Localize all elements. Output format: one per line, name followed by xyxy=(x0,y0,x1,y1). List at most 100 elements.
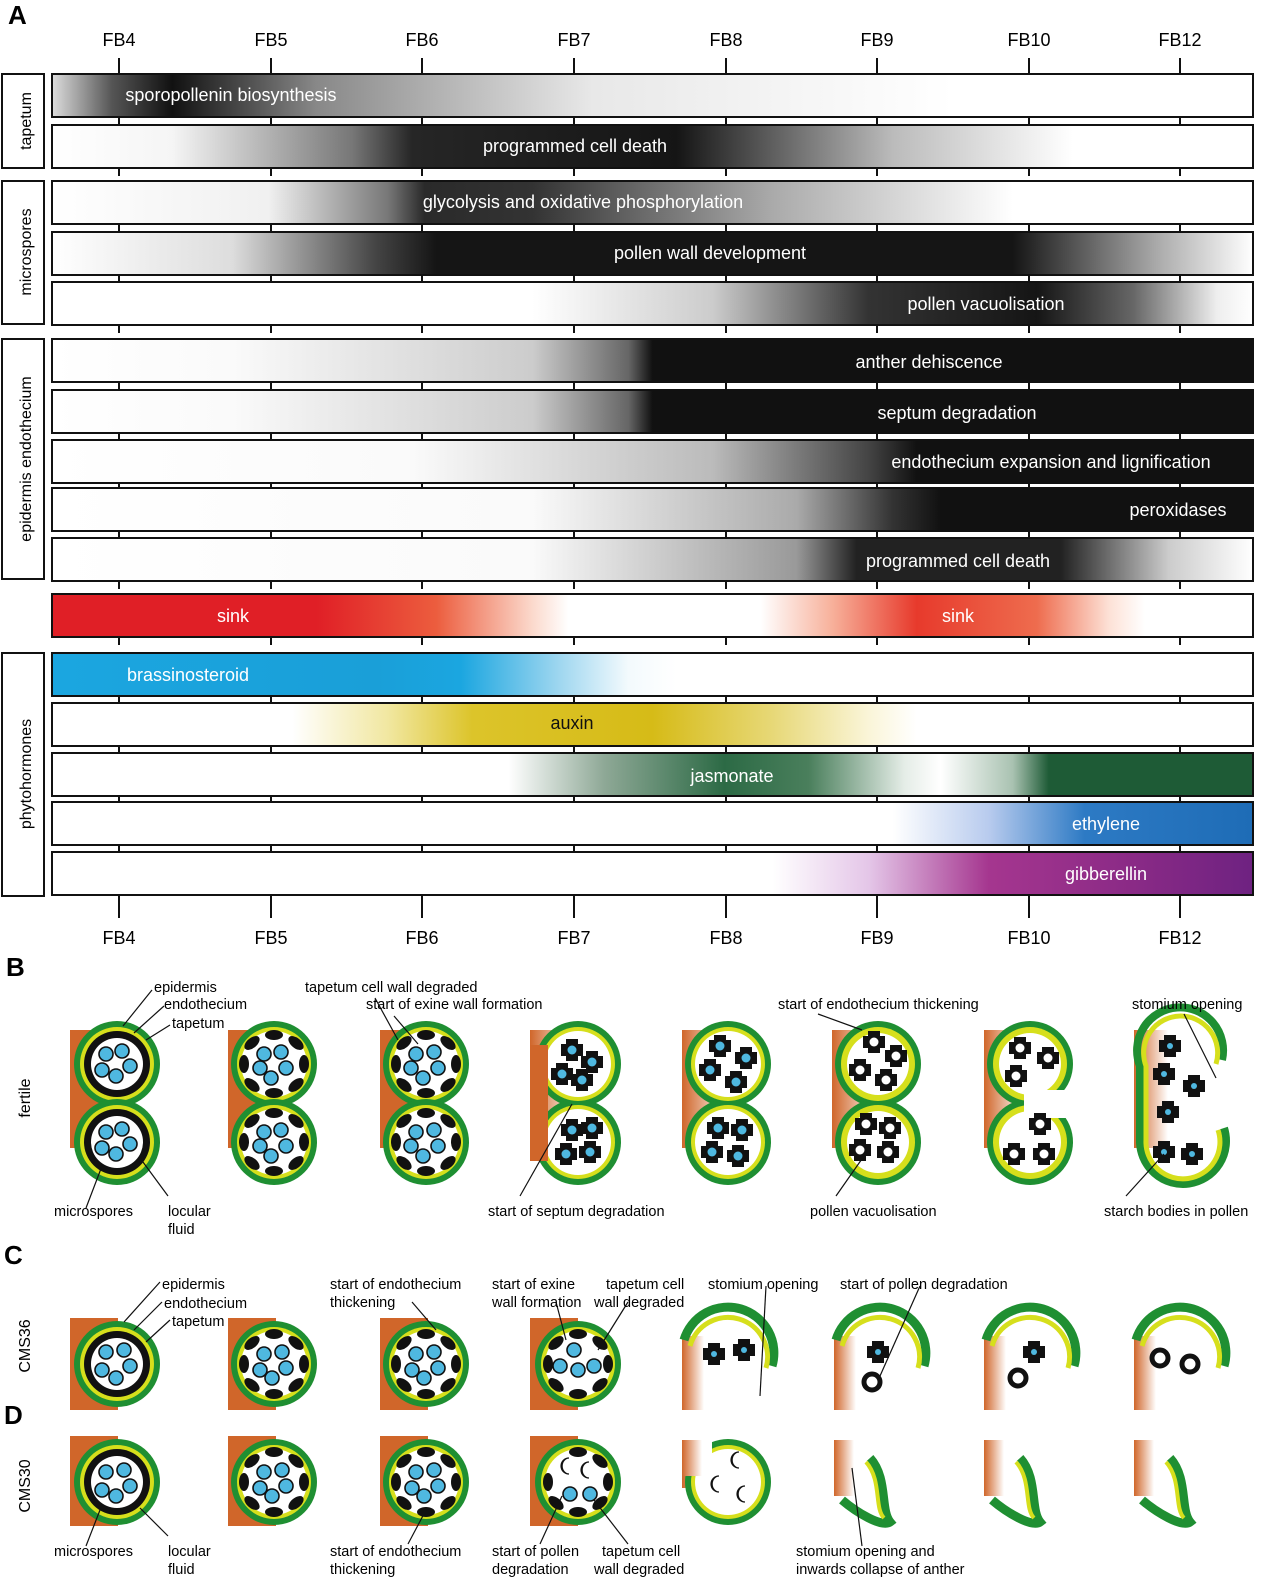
annot-b-exine: start of exine wall formation xyxy=(366,997,543,1013)
annot-d-tapetum-wall-1: tapetum cell xyxy=(602,1544,680,1560)
stage-label-top-fb8: FB8 xyxy=(709,30,742,50)
panel-label-a: A xyxy=(8,0,27,30)
cms36-stage-7 xyxy=(981,1302,1081,1410)
annot-d-locular-1: locular xyxy=(168,1544,211,1560)
bar-brassinosteroid: brassinosteroid xyxy=(51,652,1254,697)
bar-ethylene: ethylene xyxy=(51,801,1254,846)
annot-b-vacuolisation: pollen vacuolisation xyxy=(810,1204,937,1220)
cms30-stage-4 xyxy=(530,1436,621,1526)
annot-d-microspores: microspores xyxy=(54,1544,133,1560)
stage-label-bottom-fb12: FB12 xyxy=(1158,928,1201,948)
row-label-fertile: fertile xyxy=(17,1078,34,1117)
annot-d-stomium-1: stomium opening and xyxy=(796,1544,935,1560)
annotations-d: microspores locular fluid start of endot… xyxy=(54,1544,965,1578)
fertile-stage-6 xyxy=(832,1021,921,1185)
bar-label-brassinosteroid: brassinosteroid xyxy=(127,665,249,685)
stage-label-bottom-fb10: FB10 xyxy=(1007,928,1050,948)
bar-tapetum-pcd: programmed cell death xyxy=(51,124,1254,169)
bar-label-sink-right: sink xyxy=(942,606,975,626)
annot-b-stomium: stomium opening xyxy=(1132,997,1242,1013)
bar-label-sporopollenin: sporopollenin biosynthesis xyxy=(125,85,336,105)
cms30-stage-8 xyxy=(1134,1440,1197,1528)
bar-anther-dehiscence: anther dehiscence xyxy=(51,338,1254,383)
annot-d-tapetum-wall-2: wall degraded xyxy=(593,1562,684,1578)
annot-b-starch: starch bodies in pollen xyxy=(1104,1204,1248,1220)
bar-label-peroxidases: peroxidases xyxy=(1129,500,1226,520)
leaders-b xyxy=(85,989,1217,1209)
panel-label-b: B xyxy=(6,952,25,982)
bar-peroxidases: peroxidases xyxy=(51,487,1254,532)
annotations-b: epidermis endothecium tapetum tapetum ce… xyxy=(54,980,1248,1238)
bar-label-auxin: auxin xyxy=(550,713,593,733)
cms30-stage-3 xyxy=(380,1436,469,1526)
stage-label-top-fb5: FB5 xyxy=(254,30,287,50)
fertile-stage-7 xyxy=(984,1021,1074,1185)
annot-b-tapetum-wall: tapetum cell wall degraded xyxy=(305,980,478,996)
bar-label-sink-left: sink xyxy=(217,606,250,626)
bar-pollen-wall: pollen wall development xyxy=(51,231,1254,276)
stage-label-top-fb12: FB12 xyxy=(1158,30,1201,50)
fertile-stage-2 xyxy=(228,1021,317,1185)
fertile-stage-3 xyxy=(380,1021,469,1185)
annot-b-locular-2: fluid xyxy=(168,1222,195,1238)
cms30-stage-2 xyxy=(228,1436,317,1526)
annot-b-septum: start of septum degradation xyxy=(488,1204,665,1220)
stage-label-top-fb10: FB10 xyxy=(1007,30,1050,50)
bar-epidermis-pcd: programmed cell death xyxy=(51,537,1254,582)
stage-label-top-fb9: FB9 xyxy=(860,30,893,50)
stage-label-bottom-fb4: FB4 xyxy=(102,928,135,948)
annot-b-microspores: microspores xyxy=(54,1204,133,1220)
stage-label-bottom-fb6: FB6 xyxy=(405,928,438,948)
bar-sink: sink sink xyxy=(51,593,1254,638)
annot-d-stomium-2: inwards collapse of anther xyxy=(796,1562,965,1578)
annot-c-tapetum: tapetum xyxy=(172,1314,224,1330)
annot-c-tapetum-wall-1: tapetum cell xyxy=(606,1277,684,1293)
bar-label-endothecium-expansion: endothecium expansion and lignification xyxy=(891,452,1210,472)
cms36-stage-3 xyxy=(380,1318,469,1410)
group-box-microspores xyxy=(1,180,45,325)
annot-d-endothecium-2: thickening xyxy=(330,1562,395,1578)
group-label-phytohormones: phytohormones xyxy=(18,719,35,829)
group-label-epidermis-endothecium: epidermis endothecium xyxy=(18,376,35,541)
cms36-stage-6 xyxy=(831,1302,931,1410)
panel-label-d: D xyxy=(4,1400,23,1430)
bar-label-septum-degradation: septum degradation xyxy=(877,403,1036,423)
cms36-stage-1 xyxy=(70,1318,160,1410)
bar-label-anther-dehiscence: anther dehiscence xyxy=(855,352,1002,372)
cms36-stage-2 xyxy=(228,1318,317,1410)
cms36-stage-8 xyxy=(1131,1302,1231,1410)
cms30-stage-5 xyxy=(682,1436,771,1525)
annot-b-locular-1: locular xyxy=(168,1204,211,1220)
bar-pollen-vacuolisation: pollen vacuolisation xyxy=(51,281,1254,326)
cms30-stage-1 xyxy=(70,1436,160,1526)
fertile-stage-8 xyxy=(1133,1003,1230,1188)
cms36-stage-5 xyxy=(679,1302,779,1410)
cms36-stage-4 xyxy=(530,1318,621,1410)
bar-sporopollenin: sporopollenin biosynthesis xyxy=(51,73,1254,118)
stage-label-top-fb6: FB6 xyxy=(405,30,438,50)
annot-b-endothecium: endothecium xyxy=(164,997,247,1013)
cms30-stage-6 xyxy=(834,1440,897,1528)
bar-label-ethylene: ethylene xyxy=(1072,814,1140,834)
stage-label-bottom-fb7: FB7 xyxy=(557,928,590,948)
bar-label-gibberellin: gibberellin xyxy=(1065,864,1147,884)
bar-gibberellin: gibberellin xyxy=(51,851,1254,896)
stage-label-bottom-fb9: FB9 xyxy=(860,928,893,948)
annot-c-endothecium: endothecium xyxy=(164,1296,247,1312)
fertile-stage-1 xyxy=(70,1021,160,1185)
leaders-c xyxy=(123,1281,921,1397)
panel-label-c: C xyxy=(4,1240,23,1270)
row-label-cms30: CMS30 xyxy=(17,1459,34,1512)
fertile-stage-5 xyxy=(682,1021,771,1185)
stage-label-top-fb4: FB4 xyxy=(102,30,135,50)
group-box-phytohormones xyxy=(1,652,45,897)
annot-c-exine-1: start of exine xyxy=(492,1277,575,1293)
annot-c-endothecium-1: start of endothecium xyxy=(330,1277,461,1293)
bar-label-tapetum-pcd: programmed cell death xyxy=(483,136,667,156)
stage-label-bottom-fb5: FB5 xyxy=(254,928,287,948)
bar-label-pollen-vacuolisation: pollen vacuolisation xyxy=(907,294,1064,314)
group-label-tapetum: tapetum xyxy=(18,92,35,150)
fertile-stage-4 xyxy=(530,1021,621,1185)
annot-c-pollen-degradation: start of pollen degradation xyxy=(840,1277,1008,1293)
